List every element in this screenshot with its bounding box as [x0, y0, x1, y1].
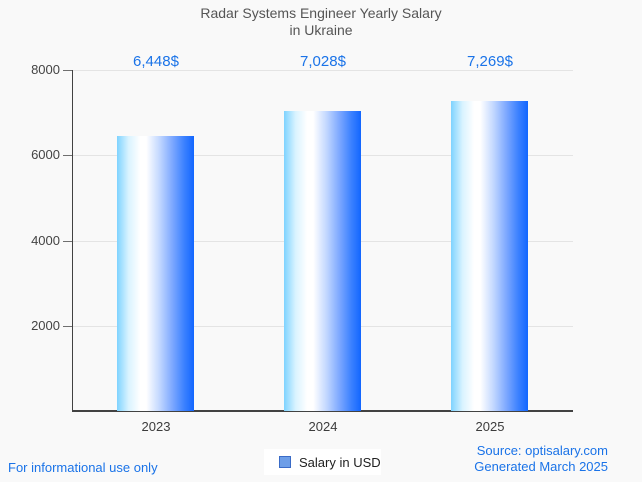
- source-block: Source: optisalary.com Generated March 2…: [474, 443, 608, 475]
- ytick-label-8000: 8000: [31, 62, 60, 77]
- generated-date: Generated March 2025: [474, 459, 608, 474]
- xtick-label-2024: 2024: [308, 419, 338, 434]
- ytick-label-4000: 4000: [31, 233, 60, 248]
- ytick-mark-6000: [63, 155, 72, 156]
- x-axis: [72, 410, 573, 412]
- value-label-2025: 7,269$: [467, 53, 513, 70]
- source-link[interactable]: Source: optisalary.com: [476, 443, 608, 458]
- disclaimer-text: For informational use only: [8, 460, 158, 475]
- ytick-label-6000: 6000: [31, 147, 60, 162]
- bar-2024[interactable]: [284, 111, 361, 411]
- chart-title-line1: Radar Systems Engineer Yearly Salary: [200, 5, 442, 21]
- value-label-2023: 6,448$: [133, 53, 179, 70]
- ytick-mark-8000: [63, 70, 72, 71]
- chart-title: Radar Systems Engineer Yearly Salary in …: [0, 5, 642, 39]
- legend-label: Salary in USD: [299, 454, 381, 470]
- xtick-label-2023: 2023: [141, 419, 171, 434]
- gridline-8000: [72, 70, 573, 71]
- ytick-mark-4000: [63, 241, 72, 242]
- ytick-mark-2000: [63, 326, 72, 327]
- y-axis: [72, 70, 73, 411]
- bar-2023[interactable]: [117, 136, 194, 411]
- legend-swatch-icon: [279, 456, 291, 468]
- chart-title-line2: in Ukraine: [289, 22, 353, 38]
- value-label-2024: 7,028$: [300, 53, 346, 70]
- xtick-label-2025: 2025: [475, 419, 505, 434]
- legend[interactable]: Salary in USD: [264, 449, 381, 475]
- ytick-label-2000: 2000: [31, 318, 60, 333]
- bar-2025[interactable]: [451, 101, 528, 411]
